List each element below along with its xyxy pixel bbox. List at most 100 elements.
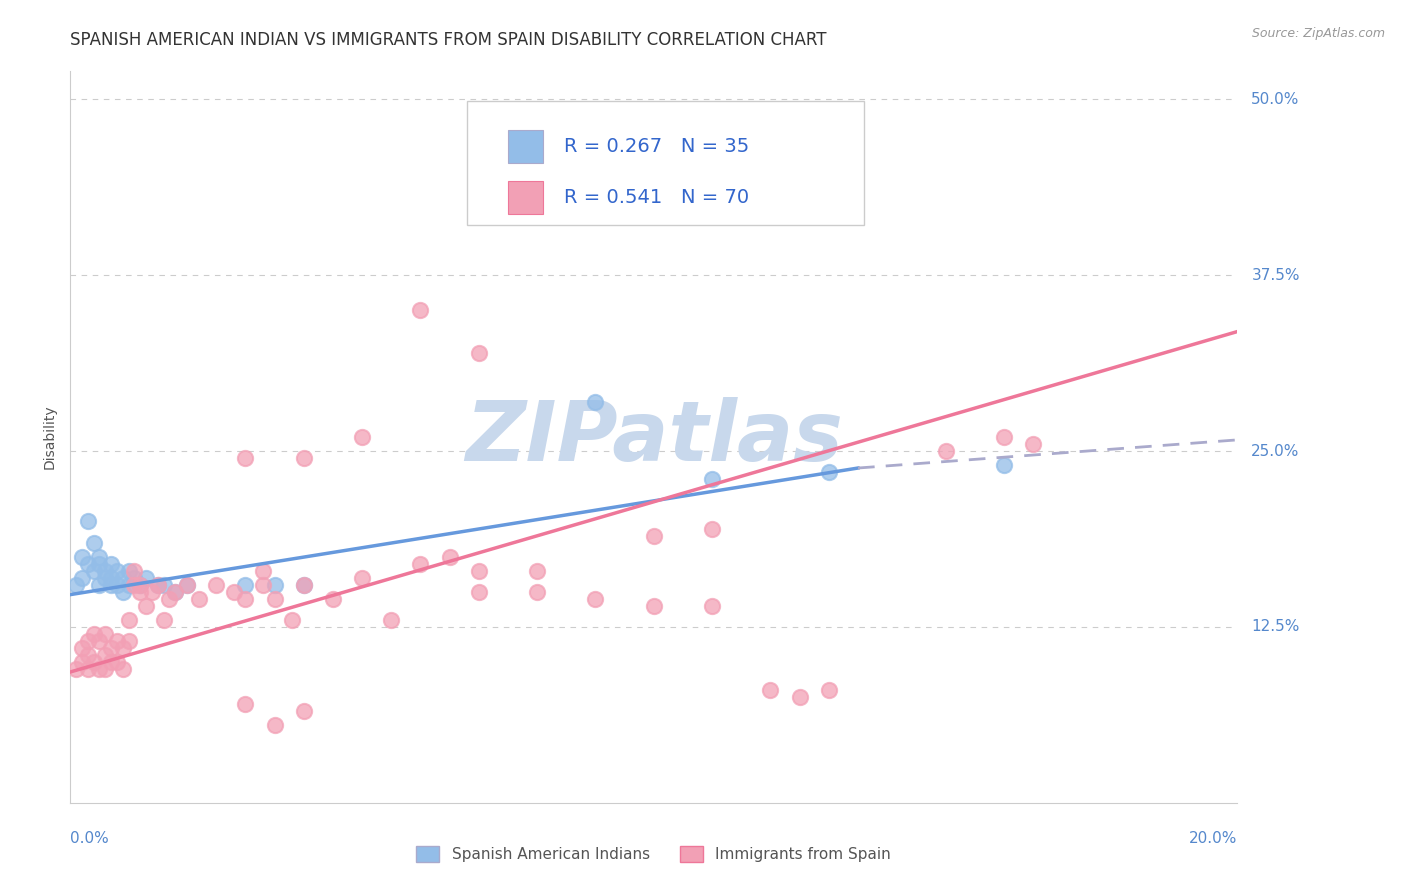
Point <box>468 564 491 578</box>
Point <box>100 571 122 585</box>
Point <box>129 578 152 592</box>
Point <box>759 683 782 698</box>
Point <box>165 584 187 599</box>
Point <box>205 578 228 592</box>
Point <box>585 395 607 409</box>
Point <box>222 584 245 599</box>
Point <box>118 578 141 592</box>
Point <box>146 578 169 592</box>
Point <box>165 584 187 599</box>
Point <box>352 430 374 444</box>
Point <box>292 578 315 592</box>
FancyBboxPatch shape <box>467 101 863 225</box>
Point <box>292 578 315 592</box>
Point <box>65 578 87 592</box>
Point <box>76 515 98 529</box>
Point <box>89 634 111 648</box>
Point <box>263 591 285 606</box>
Text: ZIPatlas: ZIPatlas <box>465 397 842 477</box>
Point <box>233 578 256 592</box>
Point <box>159 591 181 606</box>
Point <box>934 444 956 458</box>
Legend: Spanish American Indians, Immigrants from Spain: Spanish American Indians, Immigrants fro… <box>411 840 897 868</box>
Point <box>135 599 157 613</box>
Point <box>643 599 665 613</box>
Point <box>818 683 841 698</box>
Text: R = 0.541   N = 70: R = 0.541 N = 70 <box>564 188 749 208</box>
Point <box>187 591 209 606</box>
Point <box>70 641 93 656</box>
Point <box>105 634 128 648</box>
Point <box>643 528 665 542</box>
Point <box>252 578 274 592</box>
Point <box>129 584 152 599</box>
Text: 37.5%: 37.5% <box>1251 268 1299 283</box>
Point <box>89 662 111 676</box>
Point <box>94 571 117 585</box>
Point <box>468 345 491 359</box>
Text: SPANISH AMERICAN INDIAN VS IMMIGRANTS FROM SPAIN DISABILITY CORRELATION CHART: SPANISH AMERICAN INDIAN VS IMMIGRANTS FR… <box>70 31 827 49</box>
Point <box>89 578 111 592</box>
Point <box>152 613 174 627</box>
Point <box>94 627 117 641</box>
Point <box>993 430 1015 444</box>
Point <box>105 578 128 592</box>
Point <box>322 591 344 606</box>
Point <box>263 718 285 732</box>
Point <box>409 303 432 318</box>
FancyBboxPatch shape <box>508 130 543 162</box>
Point <box>83 655 105 669</box>
Point <box>124 571 146 585</box>
Point <box>263 578 285 592</box>
Point <box>94 564 117 578</box>
Point <box>152 578 174 592</box>
Point <box>1022 437 1045 451</box>
Point <box>526 584 548 599</box>
Point <box>100 557 122 571</box>
Point <box>380 613 402 627</box>
Point <box>526 564 548 578</box>
Point <box>124 564 146 578</box>
Point <box>789 690 811 705</box>
Point <box>94 662 117 676</box>
Point <box>83 535 105 549</box>
Point <box>700 599 723 613</box>
Text: 0.0%: 0.0% <box>70 831 110 846</box>
Point <box>111 641 134 656</box>
Point <box>76 648 98 662</box>
Point <box>118 613 141 627</box>
Point <box>252 564 274 578</box>
Text: R = 0.267   N = 35: R = 0.267 N = 35 <box>564 136 749 156</box>
Point <box>105 655 128 669</box>
Point <box>526 191 548 205</box>
Point <box>352 571 374 585</box>
Point <box>468 584 491 599</box>
Point <box>89 549 111 564</box>
Point <box>176 578 198 592</box>
Point <box>146 578 169 592</box>
Point <box>83 627 105 641</box>
Point <box>233 698 256 712</box>
Text: 25.0%: 25.0% <box>1251 443 1299 458</box>
Point <box>281 613 304 627</box>
Point <box>700 521 723 535</box>
Y-axis label: Disability: Disability <box>44 405 58 469</box>
Point <box>141 584 163 599</box>
Point <box>70 655 93 669</box>
Text: Source: ZipAtlas.com: Source: ZipAtlas.com <box>1251 27 1385 40</box>
Point <box>100 578 122 592</box>
Point <box>94 648 117 662</box>
Point <box>76 662 98 676</box>
Point <box>700 472 723 486</box>
Point <box>233 591 256 606</box>
Point <box>65 662 87 676</box>
Text: 12.5%: 12.5% <box>1251 619 1299 634</box>
Point <box>83 564 105 578</box>
Text: 20.0%: 20.0% <box>1189 831 1237 846</box>
Text: 50.0%: 50.0% <box>1251 92 1299 107</box>
Point <box>292 705 315 719</box>
Point <box>818 465 841 479</box>
Point <box>585 591 607 606</box>
Point <box>89 557 111 571</box>
Point <box>76 557 98 571</box>
